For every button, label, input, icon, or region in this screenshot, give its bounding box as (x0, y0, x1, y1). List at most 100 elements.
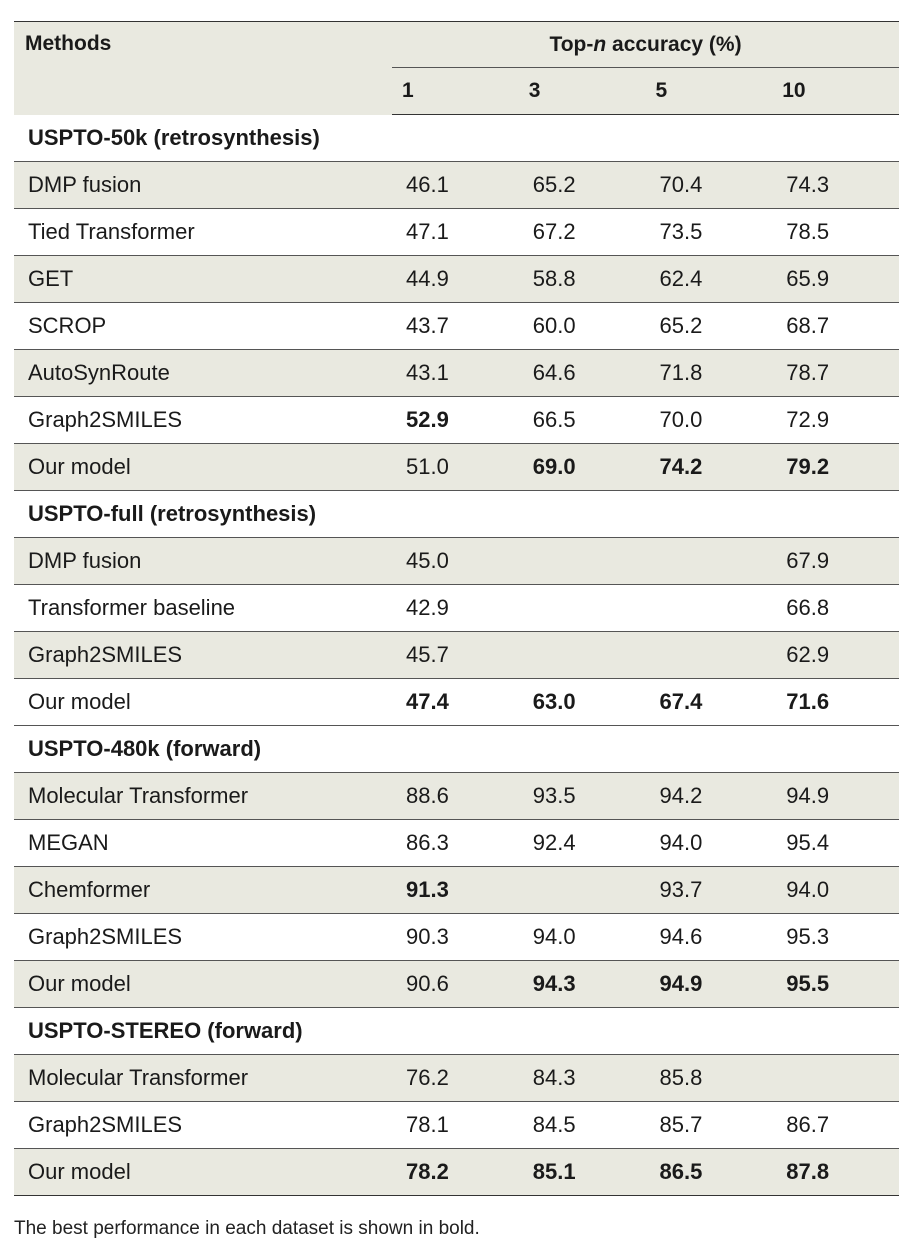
n-5-header: 5 (645, 68, 773, 115)
table-row: DMP fusion 45.0 67.9 (14, 537, 900, 585)
value-cell: 45.7 (392, 631, 519, 679)
value-cell: 52.9 (392, 396, 519, 444)
table-row: Our model 51.0 69.0 74.2 79.2 (14, 443, 900, 491)
value-cell (645, 584, 773, 632)
value-cell: 94.9 (645, 960, 773, 1008)
table-row: SCROP 43.7 60.0 65.2 68.7 (14, 302, 900, 350)
value-cell: 47.4 (392, 678, 519, 726)
methods-column-header: Methods (14, 21, 392, 115)
value-cell: 43.7 (392, 302, 519, 350)
method-cell: Our model (14, 960, 392, 1008)
value-cell: 94.0 (518, 913, 646, 961)
value-cell: 44.9 (392, 255, 519, 303)
value-cell: 72.9 (772, 396, 900, 444)
value-cell: 86.5 (645, 1148, 773, 1196)
table-row: Graph2SMILES 90.3 94.0 94.6 95.3 (14, 913, 900, 961)
value-cell: 78.1 (392, 1101, 519, 1149)
value-cell: 87.8 (772, 1148, 900, 1196)
value-cell (518, 866, 646, 914)
value-cell: 78.7 (772, 349, 900, 397)
table-body: USPTO-50k (retrosynthesis) DMP fusion 46.1… (14, 114, 900, 1196)
value-cell: 62.9 (772, 631, 900, 679)
group-header-row: USPTO-full (retrosynthesis) (14, 490, 900, 538)
value-cell: 84.5 (518, 1101, 646, 1149)
method-cell: Tied Transformer (14, 208, 392, 256)
method-cell: Our model (14, 1148, 392, 1196)
value-cell (518, 584, 646, 632)
table-header: Methods Top-n accuracy (%) 1 3 5 10 (14, 21, 900, 115)
value-cell (645, 537, 773, 585)
value-cell (645, 631, 773, 679)
value-cell: 66.5 (518, 396, 646, 444)
top-n-prefix: Top- (549, 33, 594, 56)
table-row: MEGAN 86.3 92.4 94.0 95.4 (14, 819, 900, 867)
value-cell: 73.5 (645, 208, 773, 256)
value-cell: 67.4 (645, 678, 773, 726)
value-cell: 86.7 (772, 1101, 900, 1149)
method-cell: MEGAN (14, 819, 392, 867)
value-cell: 70.4 (645, 161, 773, 209)
value-cell: 85.8 (645, 1054, 773, 1102)
value-cell: 94.0 (772, 866, 900, 914)
method-cell: AutoSynRoute (14, 349, 392, 397)
method-cell: Our model (14, 678, 392, 726)
value-cell: 67.2 (518, 208, 646, 256)
value-cell: 95.4 (772, 819, 900, 867)
value-cell: 93.7 (645, 866, 773, 914)
value-cell: 65.2 (645, 302, 773, 350)
value-cell: 45.0 (392, 537, 519, 585)
top-n-suffix: accuracy (%) (606, 33, 742, 56)
value-cell: 92.4 (518, 819, 646, 867)
group-header-row: USPTO-50k (retrosynthesis) (14, 114, 900, 162)
value-cell: 74.3 (772, 161, 900, 209)
method-cell: DMP fusion (14, 161, 392, 209)
header-row-1: Methods Top-n accuracy (%) (14, 21, 900, 115)
value-cell: 65.2 (518, 161, 646, 209)
method-cell: Graph2SMILES (14, 631, 392, 679)
table-row: DMP fusion 46.1 65.2 70.4 74.3 (14, 161, 900, 209)
group-title: USPTO-STEREO (forward) (14, 1007, 900, 1055)
method-cell: Our model (14, 443, 392, 491)
value-cell: 62.4 (645, 255, 773, 303)
value-cell: 74.2 (645, 443, 773, 491)
table-row: Molecular Transformer 88.6 93.5 94.2 94.9 (14, 772, 900, 820)
value-cell: 88.6 (392, 772, 519, 820)
footnote: The best performance in each dataset is … (14, 1218, 480, 1239)
value-cell: 66.8 (772, 584, 900, 632)
value-cell: 58.8 (518, 255, 646, 303)
value-cell: 94.2 (645, 772, 773, 820)
method-cell: SCROP (14, 302, 392, 350)
value-cell: 85.7 (645, 1101, 773, 1149)
table-row: Our model 78.2 85.1 86.5 87.8 (14, 1148, 900, 1196)
table-row: Molecular Transformer 76.2 84.3 85.8 (14, 1054, 900, 1102)
table-row: Transformer baseline 42.9 66.8 (14, 584, 900, 632)
table-row: Graph2SMILES 52.9 66.5 70.0 72.9 (14, 396, 900, 444)
value-cell: 94.9 (772, 772, 900, 820)
table-row: GET 44.9 58.8 62.4 65.9 (14, 255, 900, 303)
method-cell: Molecular Transformer (14, 772, 392, 820)
table-row: Tied Transformer 47.1 67.2 73.5 78.5 (14, 208, 900, 256)
method-cell: Molecular Transformer (14, 1054, 392, 1102)
value-cell: 64.6 (518, 349, 646, 397)
value-cell: 90.6 (392, 960, 519, 1008)
value-cell: 68.7 (772, 302, 900, 350)
value-cell: 94.3 (518, 960, 646, 1008)
header-subrule (392, 67, 900, 68)
table-row: Graph2SMILES 78.1 84.5 85.7 86.7 (14, 1101, 900, 1149)
value-cell: 90.3 (392, 913, 519, 961)
method-cell: Graph2SMILES (14, 913, 392, 961)
value-cell: 84.3 (518, 1054, 646, 1102)
table-row: Our model 90.6 94.3 94.9 95.5 (14, 960, 900, 1008)
value-cell: 95.5 (772, 960, 900, 1008)
value-cell: 65.9 (772, 255, 900, 303)
value-cell: 67.9 (772, 537, 900, 585)
value-cell: 95.3 (772, 913, 900, 961)
value-cell: 93.5 (518, 772, 646, 820)
value-cell: 47.1 (392, 208, 519, 256)
value-cell: 71.8 (645, 349, 773, 397)
top-n-accuracy-header: Top-n accuracy (%) (392, 21, 900, 68)
method-cell: DMP fusion (14, 537, 392, 585)
value-cell (518, 631, 646, 679)
value-cell: 79.2 (772, 443, 900, 491)
group-title: USPTO-480k (forward) (14, 725, 900, 773)
